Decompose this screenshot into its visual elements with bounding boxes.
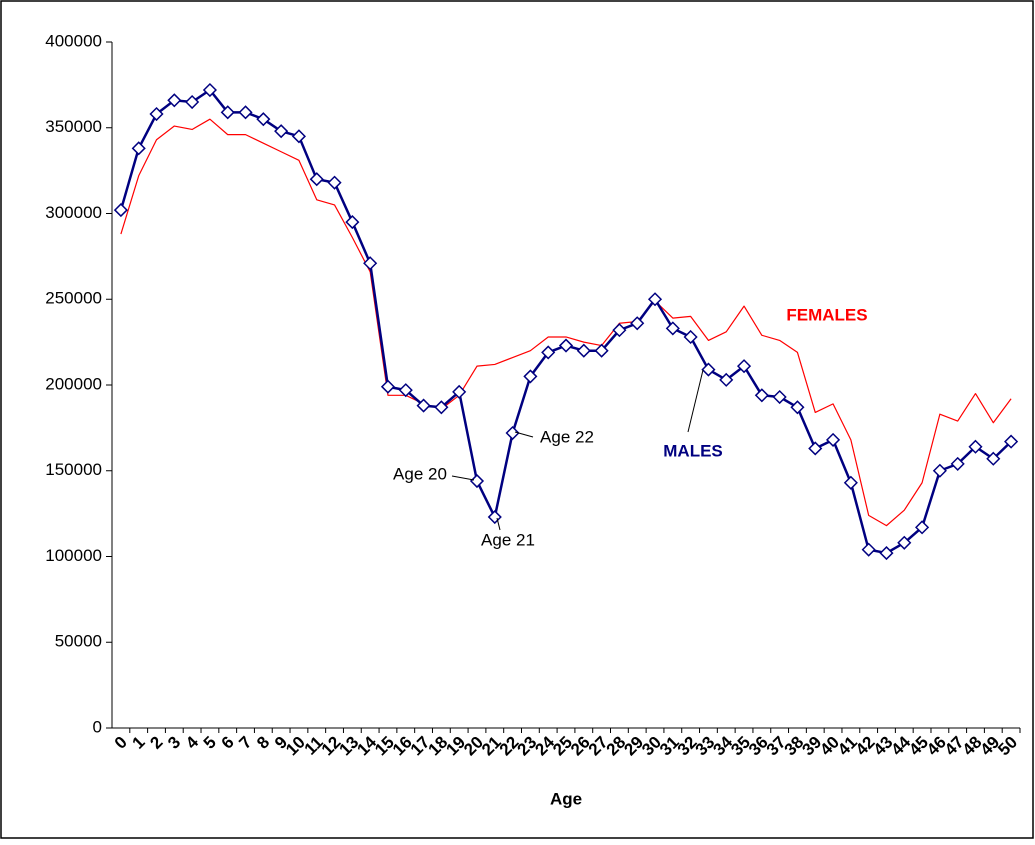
- marker: [113, 203, 128, 218]
- marker: [808, 441, 823, 456]
- annotation: Age 22: [540, 427, 594, 446]
- annotation-leader: [451, 475, 475, 481]
- marker: [416, 398, 431, 413]
- marker: [968, 439, 983, 454]
- annotation-leader: [496, 517, 501, 531]
- leader-line: [687, 369, 704, 433]
- marker: [879, 546, 894, 561]
- y-tick-label: 300000: [45, 203, 102, 222]
- marker: [594, 343, 609, 358]
- marker: [274, 124, 289, 139]
- marker: [630, 316, 645, 331]
- marker: [469, 473, 485, 489]
- marker: [291, 129, 307, 144]
- marker: [897, 535, 912, 550]
- marker: [576, 343, 591, 358]
- marker: [683, 329, 698, 345]
- marker: [736, 359, 752, 374]
- y-tick-label: 100000: [45, 546, 102, 565]
- annotation: Age 21: [481, 530, 535, 549]
- marker: [505, 425, 520, 441]
- marker: [558, 338, 574, 353]
- marker: [754, 388, 769, 403]
- marker: [612, 323, 627, 338]
- marker: [363, 256, 378, 271]
- marker: [452, 384, 467, 399]
- marker: [843, 475, 858, 490]
- marker: [238, 105, 253, 120]
- marker: [915, 520, 930, 535]
- marker: [861, 542, 876, 557]
- marker: [380, 379, 396, 394]
- marker: [986, 451, 1001, 466]
- marker: [701, 362, 716, 377]
- marker: [1004, 434, 1019, 449]
- series-line: [120, 118, 1012, 527]
- marker: [665, 321, 680, 336]
- marker: [327, 175, 342, 190]
- y-tick-label: 200000: [45, 374, 102, 393]
- x-axis-title: Age: [550, 789, 582, 808]
- marker: [256, 112, 271, 127]
- marker: [772, 389, 787, 405]
- marker: [932, 463, 947, 478]
- annotation: Age 20: [393, 464, 447, 483]
- y-tick-label: 350000: [45, 117, 102, 136]
- marker: [149, 106, 164, 122]
- marker: [719, 372, 734, 387]
- annotation-leader: [514, 431, 534, 438]
- y-tick-label: 400000: [45, 31, 102, 50]
- marker: [345, 215, 360, 230]
- marker: [220, 105, 235, 120]
- marker: [950, 456, 965, 471]
- y-tick-label: 150000: [45, 460, 102, 479]
- marker: [398, 383, 413, 398]
- marker: [790, 400, 805, 415]
- marker: [185, 94, 200, 110]
- y-tick-label: 0: [93, 717, 102, 736]
- marker: [434, 400, 449, 415]
- marker: [647, 292, 663, 307]
- series-label: FEMALES: [786, 305, 867, 324]
- marker: [167, 93, 182, 108]
- marker: [825, 432, 841, 447]
- series-label: MALES: [663, 441, 723, 460]
- marker: [202, 82, 217, 98]
- y-tick-label: 50000: [55, 632, 102, 651]
- marker: [523, 369, 538, 384]
- marker: [131, 141, 146, 156]
- marker: [309, 172, 324, 187]
- y-tick-label: 250000: [45, 289, 102, 308]
- marker: [541, 345, 556, 360]
